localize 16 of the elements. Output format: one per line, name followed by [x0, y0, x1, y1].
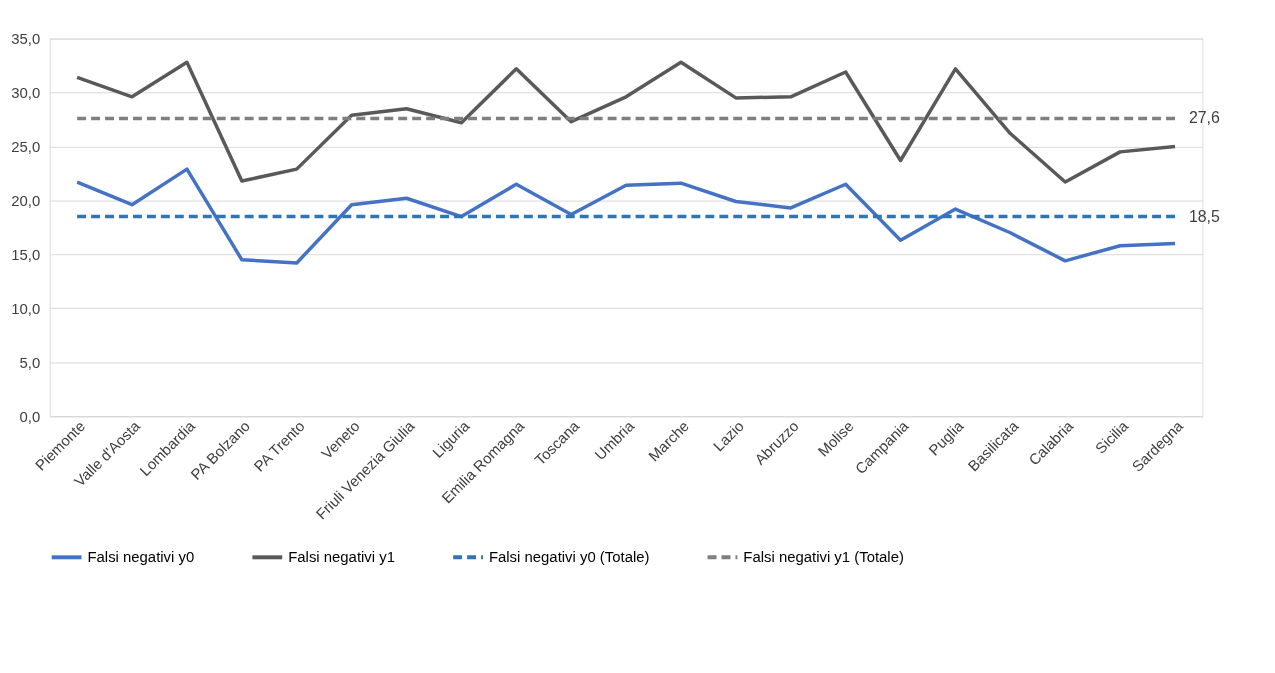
y-tick-label: 35,0	[11, 31, 41, 48]
legend-label: Falsi negativi y0	[87, 549, 195, 566]
y-tick-label: 30,0	[11, 84, 41, 101]
legend-label: Falsi negativi y1	[288, 549, 395, 566]
data-label: 27,6	[1188, 109, 1221, 127]
data-label: 18,5	[1188, 207, 1221, 225]
y-tick-label: 10,0	[11, 300, 41, 317]
y-tick-label: 20,0	[11, 192, 41, 209]
line-series	[75, 60, 1177, 184]
y-tick-label: 5,0	[19, 354, 41, 371]
legend-label: Falsi negativi y1 (Totale)	[743, 549, 904, 566]
legend-label: Falsi negativi y0 (Totale)	[488, 549, 650, 566]
y-tick-label: 25,0	[11, 138, 41, 155]
line-series	[75, 167, 1177, 265]
y-tick-label: 15,0	[11, 246, 41, 263]
y-tick-label: 0,0	[19, 408, 41, 425]
